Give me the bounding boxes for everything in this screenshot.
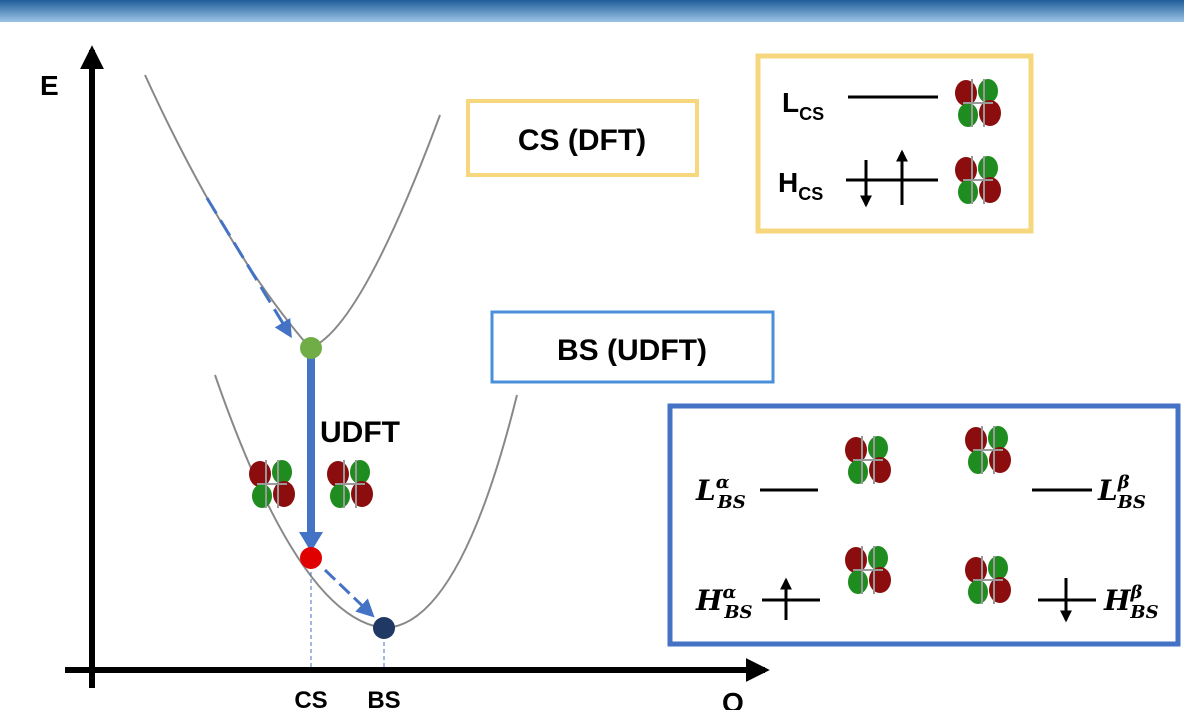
label-sup: β <box>1129 582 1142 603</box>
label-sub: CS <box>798 184 823 204</box>
label-main: H <box>695 584 724 617</box>
orbital-image <box>327 460 373 508</box>
cs-label: CS (DFT) <box>518 124 646 157</box>
y-label: E <box>40 70 59 101</box>
x-label: Q <box>722 687 744 710</box>
cs-point <box>300 337 322 359</box>
label-main: H <box>778 167 798 198</box>
header-band <box>0 0 1184 22</box>
label-sub: BS <box>1129 602 1158 623</box>
label-main: H <box>1103 584 1132 617</box>
diagram: E Q CS BS UDFT CS (DFT) BS (UDFT) LCS HC… <box>0 0 1184 710</box>
bs-label: BS (UDFT) <box>557 334 707 367</box>
page: E Q CS BS UDFT CS (DFT) BS (UDFT) LCS HC… <box>0 0 1184 710</box>
orbital-image <box>249 460 295 508</box>
cs-curve <box>145 75 440 348</box>
label-sub: BS <box>723 602 752 623</box>
label-sup: α <box>716 472 730 493</box>
label-sub: BS <box>717 492 746 513</box>
label-sup: α <box>722 582 736 603</box>
label-main: L <box>695 474 716 507</box>
label-main: L <box>1097 474 1118 507</box>
red-point <box>300 547 322 569</box>
label-main: L <box>782 87 799 118</box>
bs-point <box>373 617 395 639</box>
transition-label: UDFT <box>320 416 400 449</box>
label-sub: CS <box>799 104 824 124</box>
label-sup: β <box>1117 472 1130 493</box>
x-mark: CS <box>294 687 327 710</box>
label-sub: BS <box>1117 492 1146 513</box>
x-mark: BS <box>367 687 400 710</box>
relax-arrow <box>325 570 372 615</box>
